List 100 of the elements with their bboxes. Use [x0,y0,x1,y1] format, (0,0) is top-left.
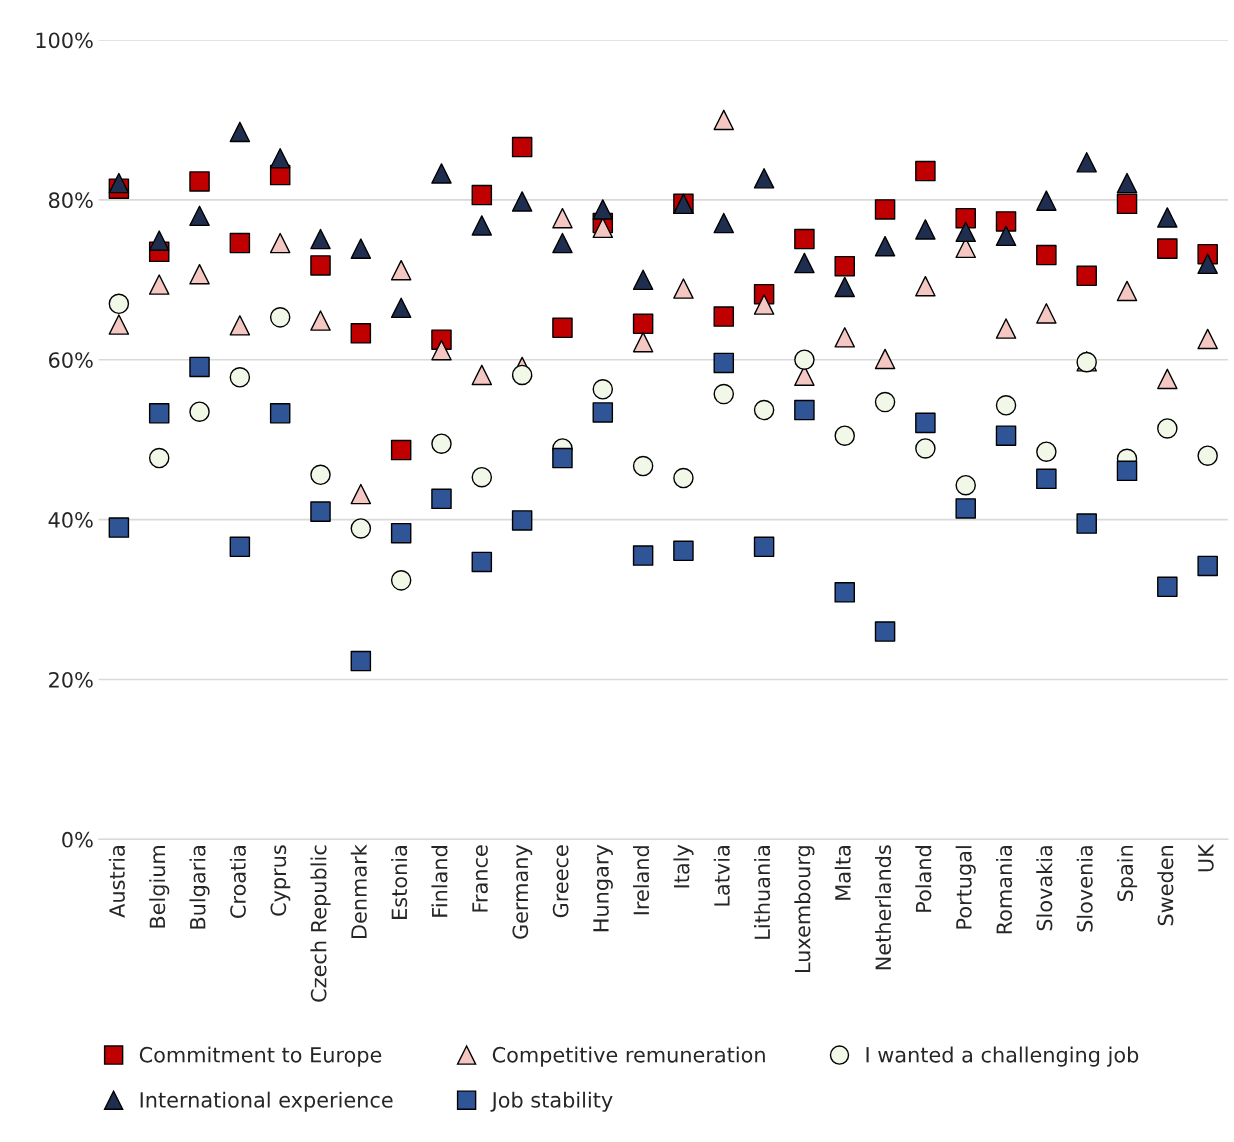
point [1157,368,1178,390]
point [1116,460,1138,482]
point [592,217,614,239]
point [1036,303,1057,324]
point [471,466,493,488]
point [431,433,452,454]
x-tick-label: Austria [108,846,125,918]
point [915,275,936,297]
point [269,232,291,254]
point [834,327,856,348]
point [390,570,412,591]
point [713,109,735,131]
point [632,313,654,335]
x-tick-label: Czech Republic [310,845,331,1002]
point [834,276,856,298]
point [310,228,331,250]
y-tick-label: 100% [36,32,93,49]
point [108,172,130,194]
point [834,425,856,446]
point [632,331,654,353]
point [955,207,976,229]
point [834,255,856,277]
point [350,323,372,344]
point [915,219,936,240]
point [108,517,130,538]
point [229,121,251,143]
point [995,211,1017,232]
point [229,232,251,254]
point [229,315,251,336]
point [1157,207,1178,228]
point [1197,555,1218,577]
point [511,510,533,531]
point [189,263,210,285]
y-tick-label: 0% [62,831,93,848]
point [874,199,896,220]
point [390,439,412,461]
legend-label: Job stability [490,1091,613,1112]
point [552,232,573,254]
point [955,221,976,243]
point [1116,280,1138,302]
point [713,383,735,405]
point [1036,244,1057,266]
x-tick-label: Greece [552,845,569,918]
point [1116,193,1138,215]
point [229,367,251,388]
x-tick-label: UK [1198,843,1214,872]
point [874,391,896,413]
point [471,364,493,386]
point [753,536,775,558]
point [995,318,1017,339]
point [632,545,654,566]
point [148,447,170,469]
legend-label: I wanted a challenging job [866,1046,1139,1067]
point [310,310,331,331]
legend-label: Commitment to Europe [139,1046,382,1067]
point [995,395,1017,416]
point [269,148,291,169]
point [350,238,372,259]
x-tick-label: Sweden [1157,846,1174,926]
y-tick-label: 60% [49,352,93,368]
x-tick-label: Luxembourg [794,846,815,973]
point [753,167,775,189]
point [592,379,614,400]
point [834,582,856,603]
x-tick-label: Ireland [633,846,650,915]
point [431,163,452,184]
point [632,455,654,477]
y-tick-label: 80% [48,192,93,209]
x-tick-label: Portugal [955,846,976,929]
x-tick-label: France [472,845,488,912]
point [350,650,372,672]
point [1116,172,1138,194]
point [471,184,493,206]
point [189,171,210,192]
x-tick-label: Belgium [149,846,170,928]
x-tick-label: Finland [431,846,448,917]
point [673,278,694,299]
x-tick-label: Slovakia [1036,846,1053,931]
point [753,294,775,315]
point [189,401,210,422]
point [1197,445,1218,466]
x-tick-label: Romania [995,846,1013,934]
point [229,536,251,558]
point [1157,576,1178,598]
point [1157,238,1178,259]
point [632,269,654,291]
point [713,212,735,234]
point [1076,152,1097,173]
point [552,317,573,339]
x-tick-label: Hungary [593,844,613,932]
point [995,425,1017,446]
point [310,255,331,276]
x-tick-label: Spain [1116,846,1138,902]
point [915,160,936,182]
x-tick-label: Bulgaria [189,846,210,929]
y-tick-label: 40% [48,512,93,528]
x-tick-label: Italy [673,844,694,888]
point [1197,328,1218,350]
point [189,356,210,378]
point [592,402,614,423]
